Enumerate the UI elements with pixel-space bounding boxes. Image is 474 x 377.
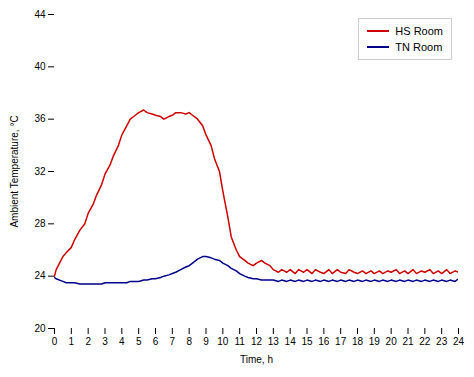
svg-text:18: 18 <box>352 336 364 347</box>
svg-text:32: 32 <box>34 166 46 177</box>
svg-text:19: 19 <box>369 336 381 347</box>
svg-text:24: 24 <box>34 270 46 281</box>
svg-text:22: 22 <box>419 336 431 347</box>
svg-text:2: 2 <box>85 336 91 347</box>
svg-text:40: 40 <box>34 61 46 72</box>
svg-text:17: 17 <box>335 336 347 347</box>
svg-text:6: 6 <box>153 336 159 347</box>
svg-text:28: 28 <box>34 218 46 229</box>
svg-text:5: 5 <box>136 336 142 347</box>
svg-text:44: 44 <box>34 9 46 20</box>
svg-text:16: 16 <box>318 336 330 347</box>
svg-text:0: 0 <box>52 336 58 347</box>
svg-text:14: 14 <box>285 336 297 347</box>
svg-text:15: 15 <box>301 336 313 347</box>
svg-text:21: 21 <box>402 336 414 347</box>
svg-text:11: 11 <box>234 336 245 347</box>
svg-text:20: 20 <box>34 323 46 334</box>
html-text:TN Room: TN Room <box>395 41 443 53</box>
svg-text:7: 7 <box>170 336 176 347</box>
svg-text:8: 8 <box>186 336 192 347</box>
svg-text:23: 23 <box>436 336 448 347</box>
svg-text:4: 4 <box>119 336 125 347</box>
svg-text:10: 10 <box>217 336 229 347</box>
svg-text:13: 13 <box>268 336 280 347</box>
svg-text:20: 20 <box>386 336 398 347</box>
html-text:HS Room: HS Room <box>395 25 443 37</box>
svg-text:36: 36 <box>34 113 46 124</box>
svg-text:1: 1 <box>69 336 75 347</box>
svg-text:9: 9 <box>203 336 209 347</box>
svg-text:Time, h: Time, h <box>240 354 273 365</box>
svg-text:3: 3 <box>102 336 108 347</box>
svg-text:12: 12 <box>251 336 263 347</box>
svg-text:Ambient Temperature, °C: Ambient Temperature, °C <box>9 115 20 227</box>
svg-text:24: 24 <box>453 336 465 347</box>
